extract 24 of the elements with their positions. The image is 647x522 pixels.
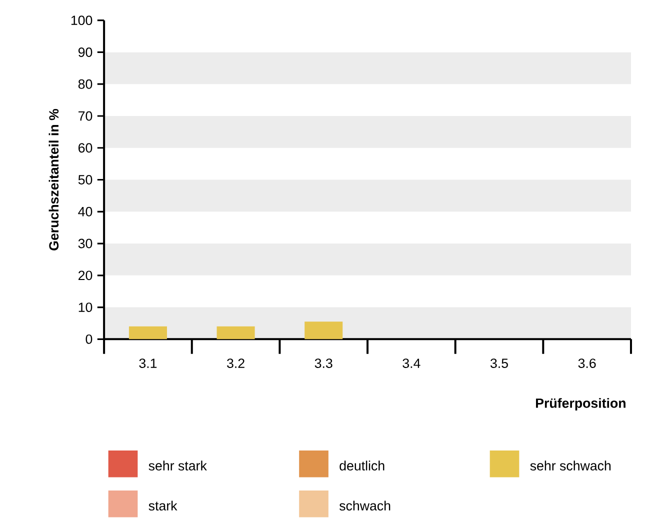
x-axis-title: Prüferposition [536, 398, 626, 410]
legend-label: deutlich [340, 460, 384, 470]
y-tick-label: 100 [71, 16, 92, 25]
y-tick-label: 70 [78, 111, 92, 121]
legend-label: stark [148, 500, 178, 510]
x-tick-label: 3.2 [227, 358, 244, 368]
x-tick-label: 3.5 [490, 358, 508, 368]
y-tick-label: 40 [78, 206, 92, 216]
y-tick-label: 30 [78, 238, 92, 248]
y-tick-label: 90 [78, 47, 92, 57]
y-tick-label: 20 [78, 270, 92, 280]
legend-label: sehr stark [148, 460, 207, 470]
y-tick-label: 50 [78, 174, 92, 184]
x-tick-label: 3.3 [314, 358, 332, 368]
y-tick-label: 60 [78, 143, 92, 152]
x-tick-label: 3.4 [402, 358, 420, 368]
y-tick-label: 0 [86, 334, 92, 344]
legend-label: schwach [339, 500, 390, 510]
legend-label: sehr schwach [530, 460, 611, 470]
y-axis-title: Geruchszeitanteil in % [48, 108, 59, 250]
y-tick-label: 10 [78, 302, 92, 312]
y-tick-label: 80 [78, 79, 92, 89]
x-tick-label: 3.1 [139, 358, 157, 368]
x-tick-label: 3.6 [578, 358, 596, 368]
